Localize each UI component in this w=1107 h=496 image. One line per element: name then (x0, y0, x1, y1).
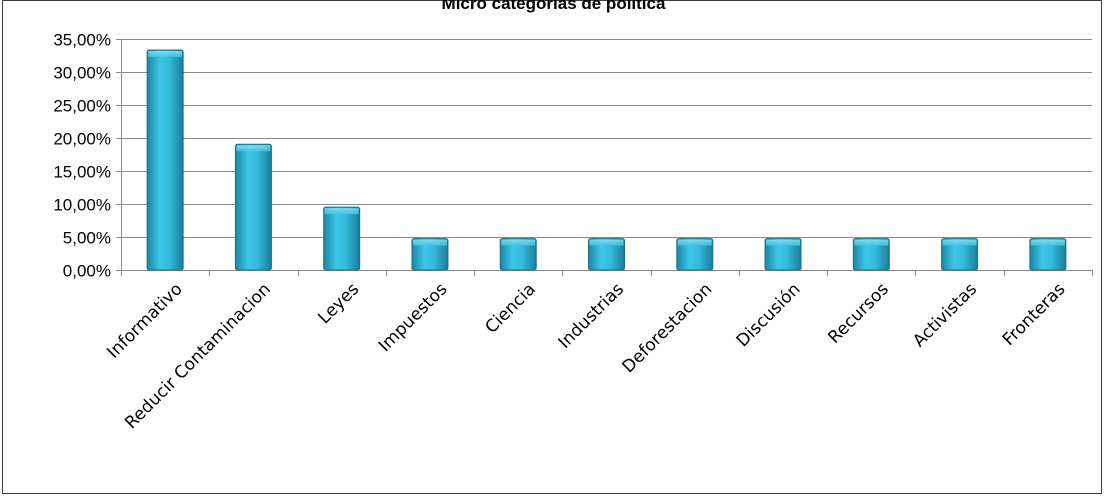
bar-body (323, 206, 361, 271)
bar (1029, 238, 1067, 271)
bar (764, 238, 802, 271)
bar-body (411, 238, 449, 271)
bars (146, 49, 1067, 271)
bar-body (234, 143, 272, 271)
bar-highlight (501, 239, 536, 246)
bar-highlight (148, 51, 183, 58)
bar-body (146, 49, 184, 271)
gridlines (121, 39, 1092, 238)
x-category-label: Ciencia (482, 279, 540, 337)
y-tick-label: 5,00% (63, 229, 111, 248)
y-tick-label: 15,00% (53, 163, 111, 182)
y-tick-label: 10,00% (53, 196, 111, 215)
bar (323, 206, 361, 271)
bar-body (764, 238, 802, 271)
x-category-label: Activistas (909, 279, 981, 351)
chart-title: Micro categorias de política (441, 0, 666, 13)
bar (234, 143, 272, 271)
bar-highlight (854, 239, 889, 246)
bar (676, 238, 714, 271)
bar-highlight (1030, 239, 1065, 246)
y-tick-label: 25,00% (53, 97, 111, 116)
x-category-label: Fronteras (999, 279, 1070, 350)
x-category-label: Deforestacion (619, 279, 717, 377)
bar-highlight (766, 239, 801, 246)
x-category-label: Impuestos (375, 279, 452, 356)
bar (941, 238, 979, 271)
bar (852, 238, 890, 271)
bar-body (676, 238, 714, 271)
bar-highlight (324, 208, 359, 215)
bar-body (852, 238, 890, 271)
bar-body (941, 238, 979, 271)
bar (411, 238, 449, 271)
x-category-label: Discusión (733, 279, 805, 351)
x-category-label: Informativo (103, 279, 186, 362)
y-tick-label: 30,00% (53, 64, 111, 83)
x-category-label: Reducir Contaminacion (121, 279, 275, 433)
x-category-label: Leyes (314, 279, 363, 328)
bar (588, 238, 625, 271)
x-category-label: Industrias (555, 279, 629, 353)
y-tick-label: 0,00% (63, 262, 111, 281)
bar-highlight (677, 239, 712, 246)
bar-highlight (942, 239, 977, 246)
x-category-label: Recursos (824, 279, 893, 348)
bar-highlight (589, 239, 624, 246)
bar-highlight (412, 239, 447, 246)
bar (146, 49, 184, 271)
bar (499, 238, 537, 271)
bar-highlight (236, 145, 271, 152)
y-tick-label: 35,00% (53, 31, 111, 50)
bar-body (1029, 238, 1067, 271)
bar-body (588, 238, 625, 271)
y-tick-label: 20,00% (53, 130, 111, 149)
y-tick-labels: 0,00% 5,00% 10,00% 15,00% 20,00% 25,00% 30,00%… (53, 31, 111, 281)
bar-body (499, 238, 537, 271)
